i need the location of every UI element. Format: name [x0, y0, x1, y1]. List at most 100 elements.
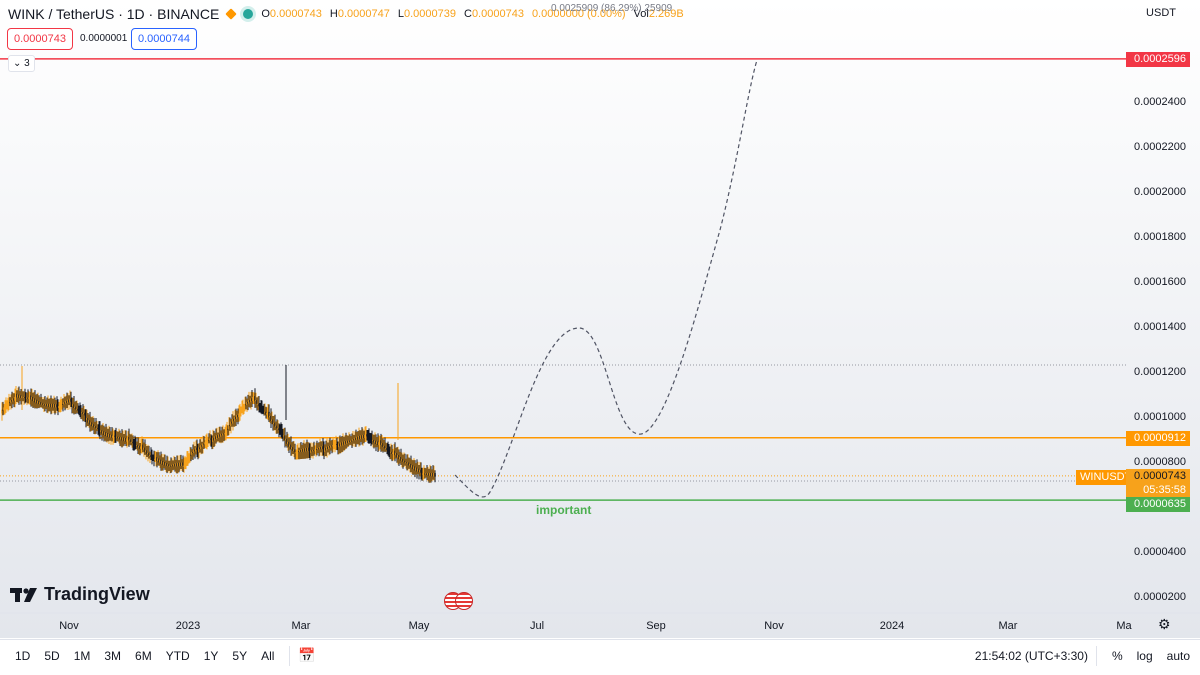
range-button-all[interactable]: All [261, 648, 275, 663]
candle-body [338, 443, 340, 448]
candle-body [225, 432, 227, 434]
candle-body [378, 442, 380, 446]
range-button-5y[interactable]: 5Y [232, 648, 248, 663]
candle-body [178, 462, 180, 467]
candle-body [188, 456, 190, 458]
time-axis-label: Mar [998, 620, 1018, 632]
candle-body [73, 404, 75, 409]
candle-body [415, 467, 417, 471]
candle-body [418, 468, 420, 473]
candle-body [152, 457, 154, 459]
candle-body [100, 430, 102, 432]
candle-body [132, 441, 134, 444]
candle-body [352, 439, 354, 441]
range-button-1m[interactable]: 1M [73, 648, 91, 663]
price-axis-label: 0.0001800 [1134, 231, 1186, 243]
candle-body [232, 418, 234, 424]
candle-body [373, 439, 375, 443]
candle-body [180, 462, 182, 467]
indicators-toggle[interactable]: ⌄ 3 [8, 55, 35, 72]
symbol-title[interactable]: WINK / TetherUS · 1D · BINANCE [8, 6, 220, 22]
candle-body [32, 396, 34, 402]
candle-body [22, 396, 24, 398]
candle-body [329, 445, 331, 448]
candle-body [388, 450, 390, 452]
candle-body [292, 447, 294, 451]
time-axis-label: Mar [291, 620, 311, 632]
candle-body [283, 435, 285, 437]
candle-body [206, 441, 208, 443]
candle-body [144, 447, 146, 453]
candle-body [190, 454, 192, 456]
ask-price-box[interactable]: 0.0000744 [131, 28, 197, 50]
candle-body [168, 464, 170, 467]
candle-body [67, 399, 69, 403]
candle-body [310, 450, 312, 453]
date-range-calendar-icon[interactable]: 📅 [298, 647, 316, 663]
candle-body [18, 394, 20, 398]
candle-body [95, 426, 97, 429]
candle-body [262, 409, 264, 411]
candle-body [231, 421, 233, 424]
chart-pane[interactable] [0, 0, 1200, 638]
range-button-3m[interactable]: 3M [104, 648, 122, 663]
percent-scale-toggle[interactable]: % [1111, 648, 1123, 663]
currency-selector[interactable]: USDT [1146, 7, 1176, 19]
candle-body [411, 465, 413, 468]
candle-body [245, 404, 247, 406]
candle-body [290, 444, 292, 450]
range-button-1d[interactable]: 1D [15, 648, 31, 663]
candle-body [420, 469, 422, 473]
candle-body [376, 441, 378, 445]
candle-body [124, 437, 126, 442]
range-button-6m[interactable]: 6M [135, 648, 152, 663]
events-flag-icon[interactable] [455, 592, 473, 610]
candle-body [26, 397, 28, 399]
range-button-5d[interactable]: 5D [44, 648, 60, 663]
chart-settings-gear-icon[interactable]: ⚙ [1158, 616, 1171, 632]
top-line-price-tag: 0.0002596 [1126, 52, 1190, 67]
candle-body [184, 462, 186, 466]
candle-body [348, 440, 350, 443]
price-axis-label: 0.0002200 [1134, 141, 1186, 153]
candle-body [72, 404, 74, 407]
candle-body [355, 437, 357, 440]
log-scale-toggle[interactable]: log [1136, 648, 1153, 663]
time-axis-label: Jul [529, 620, 545, 632]
candle-body [145, 450, 147, 453]
range-button-ytd[interactable]: YTD [165, 648, 190, 663]
candle-body [367, 436, 369, 438]
candle-body [164, 461, 166, 466]
tradingview-logo[interactable]: TradingView [10, 584, 150, 605]
candle-body [239, 410, 241, 414]
candle-body [328, 445, 330, 449]
candle-body [105, 432, 107, 437]
legend-row: WINK / TetherUS · 1D · BINANCE O0.000074… [8, 6, 684, 22]
auto-scale-toggle[interactable]: auto [1166, 648, 1190, 663]
bottom-toolbar: 1D 5D 1M 3M 6M YTD 1Y 5Y All 📅 21:54:02 (UTC+3:3… [0, 639, 1200, 671]
candle-body [104, 432, 106, 435]
candle-body [161, 460, 163, 464]
timezone-clock[interactable]: 21:54:02 (UTC+3:30) [974, 648, 1088, 663]
candle-body [270, 415, 272, 422]
candle-body [79, 410, 81, 412]
bid-price-box[interactable]: 0.0000743 [7, 28, 73, 50]
candle-body [226, 428, 228, 433]
candle-body [386, 448, 388, 450]
candle-body [399, 457, 401, 460]
candle-body [403, 460, 405, 462]
candle-body [9, 402, 11, 404]
candle-body [126, 438, 128, 442]
candle-body [66, 400, 68, 403]
candle-body [421, 472, 423, 474]
candle-body [294, 449, 296, 453]
candle-body [401, 458, 403, 461]
candle-body [158, 458, 160, 463]
candle-body [263, 410, 265, 413]
important-annotation[interactable]: important [536, 503, 592, 517]
chart-plot[interactable] [0, 0, 1200, 638]
candle-body [176, 463, 178, 467]
candle-body [80, 411, 82, 413]
candle-body [277, 428, 279, 430]
range-button-1y[interactable]: 1Y [203, 648, 219, 663]
